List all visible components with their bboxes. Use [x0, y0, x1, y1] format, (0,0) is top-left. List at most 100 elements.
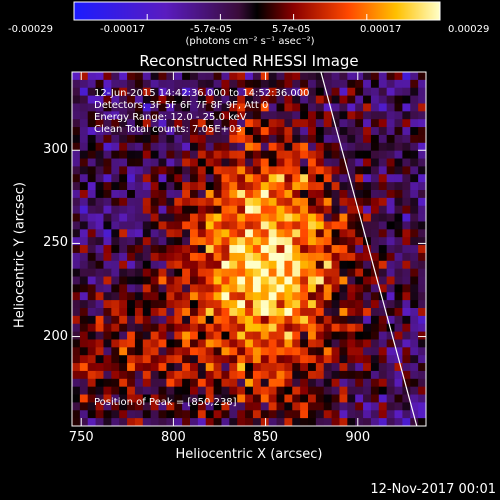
heatmap-cell — [127, 378, 136, 388]
heatmap-cell — [237, 134, 246, 144]
heatmap-cell — [370, 72, 380, 81]
heatmap-cell — [134, 300, 144, 309]
heatmap-cell — [103, 174, 112, 183]
heatmap-cell — [79, 410, 89, 419]
heatmap-cell — [72, 87, 81, 97]
heatmap-cell — [103, 284, 112, 293]
heatmap-cell — [150, 292, 160, 301]
heatmap-cell — [378, 197, 388, 207]
heatmap-cell — [182, 72, 191, 81]
heatmap-cell — [166, 355, 175, 364]
heatmap-cell — [87, 119, 97, 128]
heatmap-cell — [119, 300, 128, 309]
heatmap-cell — [142, 213, 152, 222]
heatmap-cell — [182, 182, 191, 191]
heatmap-cell — [355, 190, 364, 199]
heatmap-cell — [87, 292, 97, 301]
heatmap-cell — [111, 394, 120, 403]
heatmap-cell — [370, 79, 380, 89]
heatmap-cell — [292, 331, 301, 340]
heatmap-cell — [252, 72, 262, 81]
heatmap-cell — [300, 347, 309, 356]
heatmap-cell — [260, 355, 270, 364]
heatmap-cell — [315, 95, 325, 104]
heatmap-cell — [111, 174, 120, 183]
heatmap-cell — [370, 237, 380, 246]
heatmap-cell — [72, 197, 81, 207]
heatmap-cell — [370, 418, 380, 427]
heatmap-cell — [252, 150, 262, 160]
heatmap-cell — [394, 418, 403, 427]
heatmap-cell — [276, 72, 285, 81]
heatmap-cell — [252, 315, 262, 325]
heatmap-cell — [150, 142, 160, 152]
heatmap-cell — [402, 221, 411, 230]
heatmap-cell — [370, 276, 380, 285]
heatmap-cell — [221, 386, 230, 396]
heatmap-cell — [127, 79, 136, 89]
heatmap-cell — [205, 95, 215, 104]
heatmap-cell — [418, 213, 427, 222]
heatmap-cell — [103, 237, 112, 246]
heatmap-cell — [182, 127, 191, 136]
heatmap-cell — [197, 158, 207, 167]
heatmap-cell — [134, 370, 144, 380]
heatmap-cell — [323, 237, 333, 246]
heatmap-cell — [79, 363, 89, 372]
heatmap-cell — [276, 260, 285, 270]
heatmap-cell — [197, 182, 207, 191]
heatmap-cell — [284, 79, 293, 89]
heatmap-cell — [245, 410, 254, 419]
heatmap-cell — [292, 292, 301, 301]
heatmap-cell — [300, 119, 309, 128]
heatmap-cell — [237, 386, 246, 396]
heatmap-cell — [370, 103, 380, 112]
heatmap-cell — [237, 166, 246, 175]
heatmap-cell — [229, 339, 238, 348]
heatmap-cell — [284, 284, 293, 293]
heatmap-cell — [166, 205, 175, 215]
heatmap-cell — [300, 142, 309, 152]
heatmap-cell — [79, 394, 89, 403]
heatmap-cell — [95, 276, 104, 285]
heatmap-cell — [127, 111, 136, 120]
heatmap-cell — [339, 370, 348, 380]
heatmap-cell — [119, 402, 128, 411]
heatmap-cell — [213, 72, 222, 81]
heatmap-cell — [119, 134, 128, 144]
heatmap-cell — [205, 418, 215, 427]
render-date: 12-Nov-2017 00:01 — [370, 482, 496, 497]
heatmap-cell — [190, 308, 199, 317]
heatmap-cell — [87, 323, 97, 333]
heatmap-cell — [378, 339, 388, 348]
heatmap-cell — [197, 292, 207, 301]
heatmap-cell — [402, 252, 411, 262]
heatmap-cell — [103, 197, 112, 207]
heatmap-cell — [166, 260, 175, 270]
heatmap-cell — [355, 142, 364, 152]
heatmap-cell — [315, 174, 325, 183]
heatmap-cell — [268, 315, 278, 325]
heatmap-cell — [268, 221, 278, 230]
heatmap-cell — [229, 363, 238, 372]
heatmap-cell — [284, 127, 293, 136]
heatmap-cell — [119, 276, 128, 285]
heatmap-cell — [284, 363, 293, 372]
heatmap-cell — [355, 229, 364, 238]
heatmap-cell — [378, 95, 388, 104]
heatmap-cell — [72, 323, 81, 333]
heatmap-cell — [205, 213, 215, 222]
heatmap-cell — [205, 197, 215, 207]
heatmap-cell — [111, 111, 120, 120]
heatmap-cell — [142, 323, 152, 333]
heatmap-cell — [378, 292, 388, 301]
heatmap-cell — [347, 260, 356, 270]
heatmap-cell — [150, 268, 160, 278]
heatmap-cell — [174, 95, 183, 104]
heatmap-cell — [174, 127, 183, 136]
heatmap-cell — [386, 182, 396, 191]
heatmap-cell — [182, 347, 191, 356]
heatmap-cell — [237, 268, 246, 278]
heatmap-cell — [72, 276, 81, 285]
heatmap-cell — [142, 197, 152, 207]
